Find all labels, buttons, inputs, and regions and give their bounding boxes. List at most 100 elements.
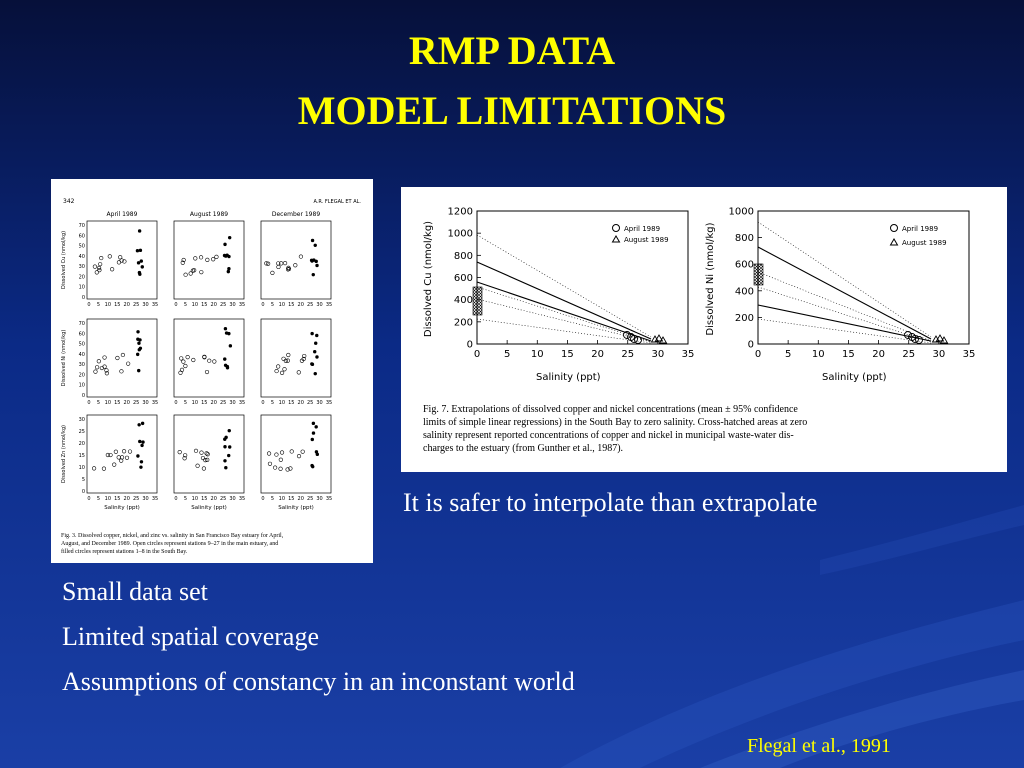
scatter-open-point [273,465,278,470]
x-tick-label: 30 [229,400,235,406]
scatter-filled-point [311,272,315,277]
y-tick-label: 800 [454,251,473,262]
x-tick-label: 10 [192,400,198,406]
scatter-open-point [177,450,182,455]
scatter-open-point [195,463,200,468]
y-tick-label: 70 [79,223,85,229]
x-tick-label: 10 [105,302,111,308]
scatter-filled-point [223,363,228,367]
x-tick-label: 5 [271,496,274,502]
scatter-open-point [113,449,118,454]
scatter-filled-point [310,362,315,367]
scatter-filled-point [310,437,315,442]
x-axis-label: Salinity (ppt) [104,505,140,511]
x-tick-label: 10 [812,349,825,360]
x-tick-label: 30 [142,496,148,502]
scatter-open-point [193,448,199,453]
scatter-open-point [201,466,207,471]
cu-legend-august: August 1989 [624,236,669,244]
scatter-open-point [181,257,186,263]
ni-confidence-line [757,271,932,342]
figure-caption-line: charges to the estuary (from Gunther et … [423,443,623,454]
x-tick-label: 30 [142,302,148,308]
ni-legend-april: April 1989 [902,225,938,233]
scatter-filled-point [137,341,141,345]
scatter-open-point [99,255,104,261]
scatter-open-point [183,453,188,458]
august-data-point [939,336,949,344]
scatter-filled-point [135,352,140,357]
row-ylabel: Dissolved Cu (nmol/kg) [61,231,67,289]
figure-running-head: A.R. FLEGAL ET AL. [314,199,362,205]
scatter-filled-point [310,238,315,243]
y-tick-label: 40 [79,254,85,260]
scatter-open-point [264,261,269,266]
scatter-filled-point [138,439,142,444]
slide-title-line1: RMP DATA [408,28,616,73]
scatter-open-point [188,271,193,276]
y-tick-label: 0 [748,340,754,351]
scatter-panel-frame [260,318,332,398]
x-tick-label: 25 [220,400,226,406]
scatter-open-point [276,264,281,270]
august-data-point [654,334,664,342]
x-axis-label: Salinity (ppt) [191,505,227,511]
scatter-filled-point [140,421,145,426]
x-tick-label: 0 [87,302,90,308]
scatter-filled-point [313,350,317,354]
x-tick-label: 10 [192,496,198,502]
scatter-open-point [112,462,117,467]
x-tick-label: 30 [316,400,322,406]
slide-title-line2: MODEL LIMITATIONS [297,88,727,133]
x-tick-label: 25 [220,302,226,308]
scatter-filled-point [315,452,320,457]
august-data-point [935,334,945,342]
scatter-filled-point [310,463,314,468]
scatter-filled-point [228,344,233,348]
scatter-open-point [199,270,204,275]
april-data-point [904,331,912,339]
interpolation-note: It is safer to interpolate than extrapol… [403,488,818,517]
scatter-filled-point [315,355,319,359]
scatter-filled-point [140,443,144,448]
scatter-open-point [302,353,307,359]
scatter-filled-point [227,331,231,336]
y-tick-label: 600 [735,260,754,271]
y-tick-label: 10 [79,383,85,389]
scatter-filled-point [223,459,227,463]
scatter-open-point [122,259,127,264]
x-tick-label: 20 [872,349,885,360]
x-tick-label: 5 [271,400,274,406]
scatter-open-point [266,261,271,266]
y-tick-label: 200 [735,313,754,324]
scatter-open-point [202,355,207,360]
y-tick-label: 400 [454,295,473,306]
y-tick-label: 1200 [448,207,473,218]
x-axis-label: Salinity (ppt) [278,505,314,511]
scatter-open-point [183,363,188,369]
scatter-open-point [116,260,122,265]
y-tick-label: 5 [82,477,85,483]
y-tick-label: 50 [79,244,85,250]
scatter-open-point [191,357,196,363]
scatter-filled-point [313,243,317,247]
scatter-open-point [104,368,109,373]
x-tick-label: 0 [261,400,264,406]
figure-caption-line: limits of simple linear regressions) in … [423,417,807,428]
scatter-open-point [278,466,283,471]
x-tick-label: 35 [963,349,976,360]
scatter-filled-point [136,454,140,458]
scatter-open-point [296,370,301,375]
scatter-open-point [192,268,197,273]
scatter-filled-point [226,269,231,274]
x-tick-label: 30 [316,302,322,308]
cu-confidence-line [476,286,652,343]
figure-page-number: 342 [63,198,75,205]
scatter-open-point [180,260,185,265]
x-tick-label: 5 [184,302,187,308]
ni-confidence-line [757,318,932,344]
scatter-open-point [105,452,110,458]
x-tick-label: 20 [124,496,130,502]
y-tick-label: 600 [454,273,473,284]
scatter-open-point [193,256,198,261]
